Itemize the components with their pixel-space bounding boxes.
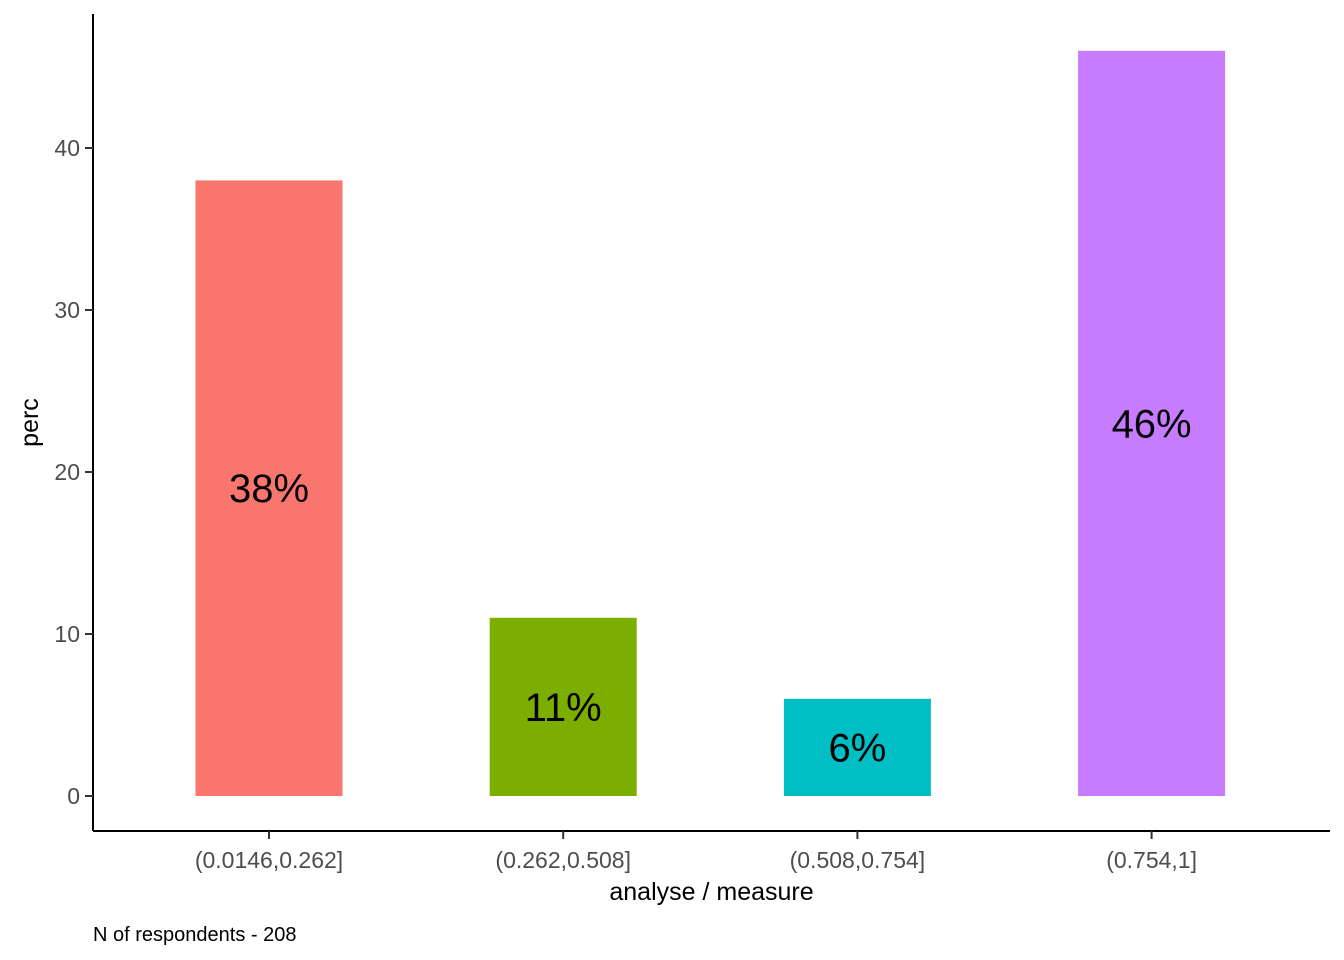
bar-data-label-4: 46% [1112, 402, 1192, 446]
y-tick-label-1: 0 [67, 783, 80, 809]
bar-labels-group: 38% 11% 6% 46% [229, 402, 1192, 770]
bar-data-label-1: 38% [229, 467, 309, 511]
y-tick-label-5: 40 [54, 135, 80, 161]
x-tick-label-3: (0.508,0.754] [790, 847, 926, 873]
y-axis-title: perc [16, 398, 44, 447]
x-tick-label-4: (0.754,1] [1106, 847, 1197, 873]
x-axis-title: analyse / measure [609, 878, 813, 906]
bars-group [195, 50, 1226, 797]
bar-3 [783, 698, 931, 796]
bar-data-label-3: 6% [828, 726, 886, 770]
bar-1 [195, 180, 343, 796]
bar-4 [1078, 50, 1226, 797]
chart-caption: N of respondents - 208 [93, 924, 296, 946]
bar-data-label-2: 11% [525, 686, 602, 730]
y-tick-label-4: 30 [54, 297, 80, 323]
x-axis-ticks: (0.0146,0.262] (0.262,0.508] (0.508,0.754]… [195, 831, 1197, 873]
y-tick-label-3: 20 [54, 459, 80, 485]
x-tick-label-1: (0.0146,0.262] [195, 847, 343, 873]
y-axis-ticks: 0 10 20 30 40 [54, 135, 93, 809]
x-tick-label-2: (0.262,0.508] [495, 847, 631, 873]
bar-2 [489, 617, 637, 796]
y-tick-label-2: 10 [54, 621, 80, 647]
